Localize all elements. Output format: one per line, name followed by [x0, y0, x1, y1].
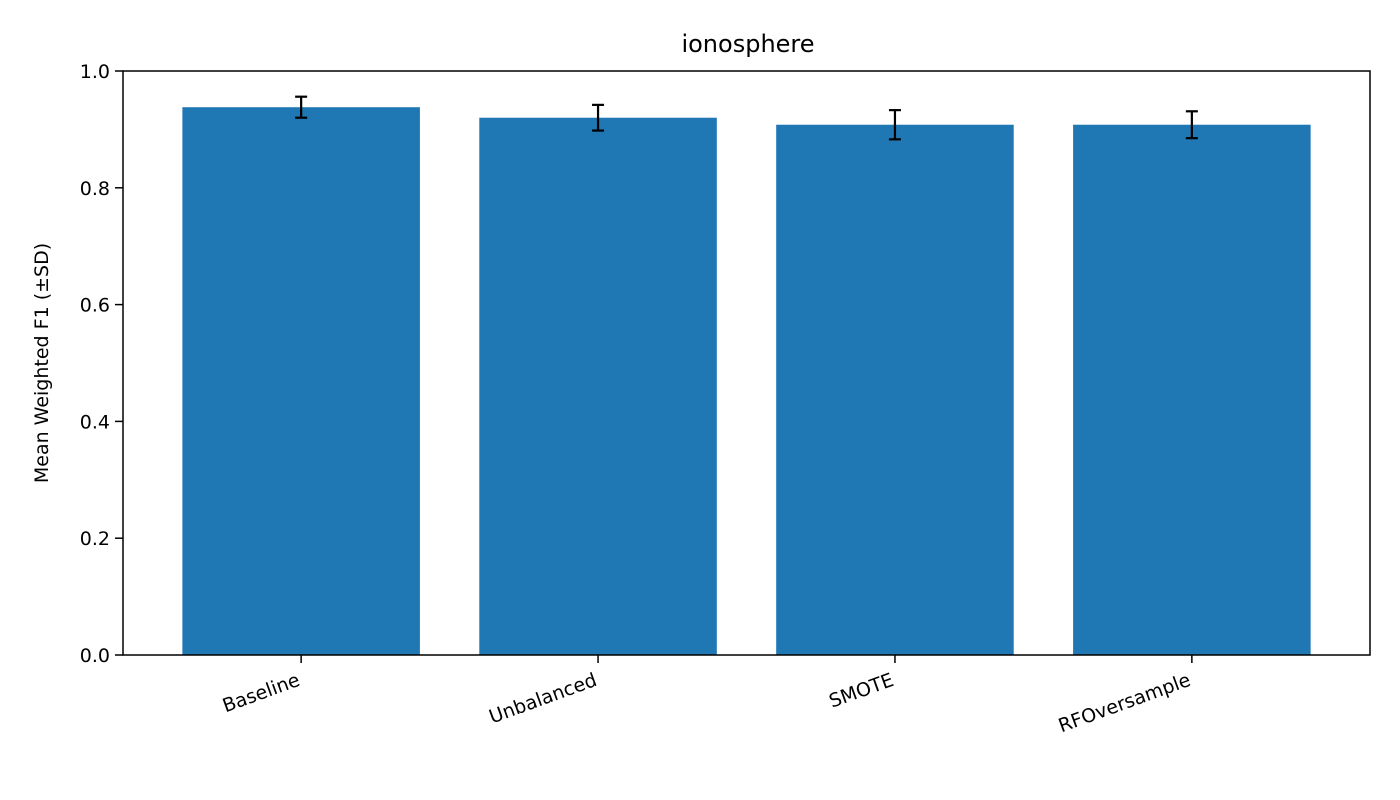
y-tick-label: 0.6	[80, 295, 110, 317]
chart-title: ionosphere	[681, 30, 814, 58]
error-bars-group	[295, 95, 1198, 141]
x-tick-label-rfoversample: RFOversample	[1055, 669, 1193, 737]
plot-frame	[122, 70, 1371, 656]
y-tick-label: 0.2	[80, 528, 110, 550]
bars-group	[182, 107, 1311, 656]
y-axis: 0.0 0.2 0.4 0.6 0.8 1.0	[80, 61, 123, 667]
y-tick-label: 0.8	[80, 178, 110, 200]
y-tick-label: 0.4	[80, 411, 110, 433]
x-tick-label-unbalanced: Unbalanced	[486, 669, 600, 728]
bar-baseline	[182, 107, 420, 655]
x-tick-label-baseline: Baseline	[220, 669, 303, 717]
bar-smote	[776, 124, 1014, 655]
bar-rfoversample	[1073, 124, 1311, 655]
y-tick-label: 1.0	[80, 61, 110, 83]
x-axis: Baseline Unbalanced SMOTE RFOversample	[220, 655, 1194, 737]
x-tick-label-smote: SMOTE	[826, 669, 897, 713]
y-axis-label: Mean Weighted F1 (±SD)	[31, 243, 53, 483]
bar-unbalanced	[479, 117, 717, 656]
y-tick-label: 0.0	[80, 645, 110, 667]
